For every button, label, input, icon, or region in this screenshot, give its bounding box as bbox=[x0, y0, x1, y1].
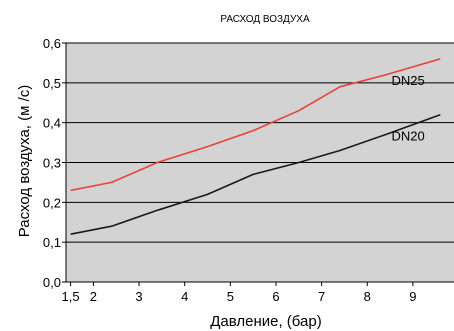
y-tick-label: 0,6 bbox=[43, 36, 61, 51]
x-tick-label: 2 bbox=[90, 289, 97, 304]
x-tick-label: 4 bbox=[181, 289, 188, 304]
y-tick-label: 0,4 bbox=[43, 116, 61, 131]
x-tick-label: 9 bbox=[409, 289, 416, 304]
y-axis-ticks: 0,0 0,1 0,2 0,3 0,4 0,5 0,6 bbox=[43, 36, 66, 290]
y-axis-label: Расход воздуха, (м /с) bbox=[16, 85, 33, 238]
x-axis-ticks: 1,5 2 3 4 5 6 7 8 9 bbox=[62, 282, 417, 304]
y-tick-label: 0,3 bbox=[43, 156, 61, 171]
chart-title: РАСХОД ВОЗДУХА bbox=[220, 14, 310, 25]
y-tick-label: 0,5 bbox=[43, 76, 61, 91]
y-tick-label: 0,1 bbox=[43, 235, 61, 250]
series-labels: DN25 DN20 bbox=[392, 73, 425, 144]
x-axis-label: Давление, (бар) bbox=[210, 313, 321, 330]
x-tick-label: 6 bbox=[272, 289, 279, 304]
x-tick-label: 5 bbox=[227, 289, 234, 304]
x-tick-label: 8 bbox=[364, 289, 371, 304]
series-line-dn20 bbox=[70, 113, 441, 235]
y-tick-label: 0,0 bbox=[43, 275, 61, 290]
y-tick-label: 0,2 bbox=[43, 195, 61, 210]
x-tick-label: 7 bbox=[318, 289, 325, 304]
x-tick-label: 3 bbox=[135, 289, 142, 304]
series-label-dn25: DN25 bbox=[392, 73, 425, 88]
series-label-dn20: DN20 bbox=[392, 129, 425, 144]
series-line-dn25 bbox=[70, 58, 441, 192]
series-layer bbox=[70, 58, 441, 235]
x-tick-label: 1,5 bbox=[62, 289, 80, 304]
